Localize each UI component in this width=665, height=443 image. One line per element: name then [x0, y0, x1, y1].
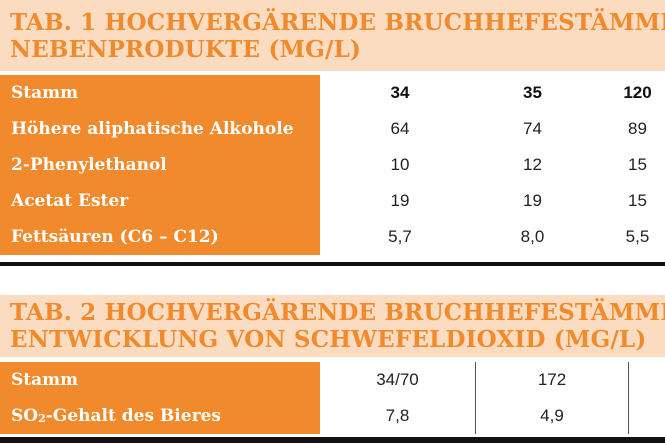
- cell: 64: [390, 119, 410, 138]
- table-row: Höhere aliphatische Alkohole 64 74 89: [0, 111, 665, 147]
- table1-header-col1: 34: [390, 83, 410, 102]
- table-row: 2-Phenylethanol 10 12 15: [0, 147, 665, 183]
- table1-header-row: Stamm 34 35 120: [0, 75, 665, 111]
- table1-header-label: Stamm: [0, 75, 320, 111]
- cell: 15: [628, 191, 647, 210]
- table2-title: TAB. 2 HOCHVERGÄRENDE BRUCHHEFESTÄMME – …: [0, 295, 665, 357]
- cell: 19: [523, 191, 542, 210]
- table2-title-line2: ENTWICKLUNG VON SCHWEFELDIOXID (MG/L): [10, 326, 647, 353]
- table1-header-col2: 35: [523, 83, 542, 102]
- table1-header-col3: 120: [623, 83, 652, 102]
- cell: 15: [628, 155, 647, 174]
- cell: 4,9: [540, 406, 564, 425]
- cell: 19: [390, 191, 410, 210]
- cell: 8,0: [520, 227, 545, 246]
- table2-title-line1: TAB. 2 HOCHVERGÄRENDE BRUCHHEFESTÄMME –: [10, 299, 665, 326]
- table1-title: TAB. 1 HOCHVERGÄRENDE BRUCHHEFESTÄMME – …: [0, 0, 665, 71]
- table2-header-col2: 172: [537, 370, 567, 389]
- column-divider: [628, 362, 629, 434]
- cell: 5,7: [388, 227, 412, 246]
- table-row: SO 2 -Gehalt des Bieres 7,8 4,9: [0, 398, 665, 434]
- table1-bottom-rule: [0, 262, 665, 266]
- row-label: SO 2 -Gehalt des Bieres: [0, 398, 320, 434]
- table-row: Fettsäuren (C6 – C12) 5,7 8,0 5,5: [0, 219, 665, 255]
- so2-label-rest: -Gehalt des Bieres: [45, 406, 221, 426]
- table-row: Acetat Ester 19 19 15: [0, 183, 665, 219]
- cell: 7,8: [385, 406, 410, 425]
- row-label: Höhere aliphatische Alkohole: [0, 111, 320, 147]
- cell: 89: [628, 119, 647, 138]
- table1-title-line2: NEBENPRODUKTE (MG/L): [10, 36, 362, 63]
- row-label: 2-Phenylethanol: [0, 147, 320, 183]
- table1-title-line1: TAB. 1 HOCHVERGÄRENDE BRUCHHEFESTÄMME –: [10, 9, 665, 36]
- cell: 74: [523, 119, 542, 138]
- table2-header-row: Stamm 34/70 172: [0, 362, 665, 398]
- table2-header-col1: 34/70: [376, 370, 419, 389]
- table2-header-label: Stamm: [0, 362, 320, 398]
- table2-bottom-rule: [0, 437, 665, 443]
- row-label: Acetat Ester: [0, 183, 320, 219]
- cell: 10: [390, 155, 410, 174]
- so2-label-sub: 2: [38, 411, 46, 425]
- so2-label-main: SO: [11, 406, 39, 426]
- column-divider: [475, 362, 476, 434]
- cell: 5,5: [625, 227, 650, 246]
- cell: 12: [523, 155, 542, 174]
- row-label: Fettsäuren (C6 – C12): [0, 219, 320, 255]
